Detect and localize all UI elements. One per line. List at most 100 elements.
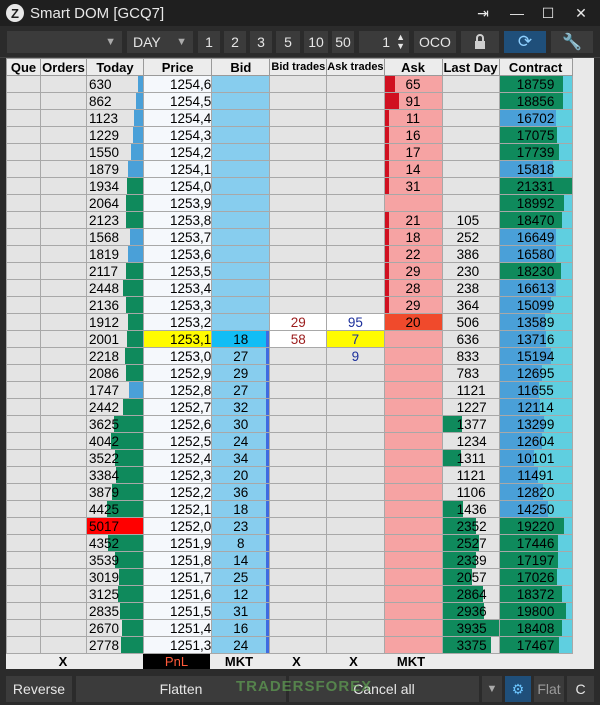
que-cell[interactable] — [6, 330, 41, 348]
bid-cell[interactable]: 18 — [211, 330, 271, 348]
que-cell[interactable] — [6, 177, 41, 195]
flat-button[interactable]: Flat — [534, 676, 564, 702]
price-cell[interactable]: 1252,2 — [142, 483, 213, 501]
ask-cell[interactable] — [383, 585, 443, 603]
que-cell[interactable] — [6, 466, 41, 484]
settings-gear-icon[interactable]: ⚙ — [505, 676, 531, 702]
orders-cell[interactable] — [40, 534, 87, 552]
price-cell[interactable]: 1251,8 — [142, 551, 213, 569]
bid-cell[interactable]: 34 — [211, 449, 271, 467]
orders-cell[interactable] — [40, 126, 87, 144]
col-header-bid-trades[interactable]: Bid trades — [269, 58, 328, 76]
ask-cell[interactable]: 91 — [383, 92, 443, 110]
bid-cell[interactable] — [211, 92, 271, 110]
price-cell[interactable]: 1253,7 — [142, 228, 213, 246]
ask-cell[interactable] — [383, 517, 443, 535]
bid-cell[interactable] — [211, 177, 271, 195]
chevron-down-icon[interactable]: ▼ — [482, 676, 502, 702]
ask-cell[interactable] — [383, 466, 443, 484]
que-cell[interactable] — [6, 568, 41, 586]
price-cell[interactable]: 1253,5 — [142, 262, 213, 280]
que-cell[interactable] — [6, 432, 41, 450]
price-cell[interactable]: 1252,1 — [142, 500, 213, 518]
orders-cell[interactable] — [40, 194, 87, 212]
price-cell[interactable]: 1251,4 — [142, 619, 213, 637]
price-cell[interactable]: 1254,2 — [142, 143, 213, 161]
orders-cell[interactable] — [40, 364, 87, 382]
orders-cell[interactable] — [40, 313, 87, 331]
bid-cell[interactable]: 27 — [211, 347, 271, 365]
col-header-ask[interactable]: Ask — [383, 58, 443, 76]
qty-preset-button[interactable]: 50 — [331, 30, 355, 54]
que-cell[interactable] — [6, 364, 41, 382]
que-cell[interactable] — [6, 143, 41, 161]
orders-cell[interactable] — [40, 500, 87, 518]
que-cell[interactable] — [6, 296, 41, 314]
close-icon[interactable]: ✕ — [575, 4, 587, 21]
price-cell[interactable]: 1252,0 — [142, 517, 213, 535]
bid-cell[interactable]: 29 — [211, 364, 271, 382]
bid-cell[interactable]: 24 — [211, 636, 271, 654]
ask-cell[interactable] — [383, 347, 443, 365]
orders-cell[interactable] — [40, 109, 87, 127]
bid-cell[interactable]: 23 — [211, 517, 271, 535]
col-header-ask-trades[interactable]: Ask trades — [326, 58, 385, 76]
cancel-asks-x-button[interactable]: X — [325, 654, 382, 669]
col-header-today[interactable]: Today — [86, 58, 144, 76]
ask-cell[interactable] — [383, 636, 443, 654]
orders-cell[interactable] — [40, 415, 87, 433]
que-cell[interactable] — [6, 636, 41, 654]
orders-cell[interactable] — [40, 177, 87, 195]
price-cell[interactable]: 1253,6 — [142, 245, 213, 263]
ask-cell[interactable]: 29 — [383, 296, 443, 314]
oco-button[interactable]: OCO — [413, 30, 457, 54]
bid-cell[interactable]: 30 — [211, 415, 271, 433]
bid-cell[interactable] — [211, 194, 271, 212]
bid-cell[interactable] — [211, 262, 271, 280]
orders-cell[interactable] — [40, 517, 87, 535]
price-cell[interactable]: 1252,8 — [142, 381, 213, 399]
bid-cell[interactable] — [211, 160, 271, 178]
ask-cell[interactable] — [383, 449, 443, 467]
price-cell[interactable]: 1251,9 — [142, 534, 213, 552]
cancel-bids-x-button[interactable]: X — [268, 654, 325, 669]
refresh-icon[interactable]: ⟳ — [503, 30, 547, 54]
minimize-icon[interactable]: — — [510, 5, 524, 21]
orders-cell[interactable] — [40, 262, 87, 280]
bid-cell[interactable]: 31 — [211, 602, 271, 620]
c-button[interactable]: C — [567, 676, 594, 702]
ask-cell[interactable]: 28 — [383, 279, 443, 297]
ask-cell[interactable]: 29 — [383, 262, 443, 280]
price-cell[interactable]: 1251,5 — [142, 602, 213, 620]
bid-cell[interactable] — [211, 313, 271, 331]
pin-icon[interactable]: ⇥ — [477, 4, 489, 21]
que-cell[interactable] — [6, 228, 41, 246]
ask-cell[interactable] — [383, 415, 443, 433]
ask-cell[interactable]: 17 — [383, 143, 443, 161]
price-cell[interactable]: 1252,9 — [142, 364, 213, 382]
que-cell[interactable] — [6, 398, 41, 416]
orders-cell[interactable] — [40, 483, 87, 501]
price-cell[interactable]: 1253,3 — [142, 296, 213, 314]
bid-cell[interactable]: 36 — [211, 483, 271, 501]
orders-cell[interactable] — [40, 398, 87, 416]
price-cell[interactable]: 1254,4 — [142, 109, 213, 127]
ask-cell[interactable] — [383, 551, 443, 569]
pnl-display[interactable]: PnL — [143, 654, 210, 669]
orders-cell[interactable] — [40, 211, 87, 229]
orders-cell[interactable] — [40, 636, 87, 654]
que-cell[interactable] — [6, 92, 41, 110]
settings-wrench-icon[interactable]: 🔧 — [550, 30, 594, 54]
price-cell[interactable]: 1253,1 — [142, 330, 213, 348]
que-cell[interactable] — [6, 75, 41, 93]
bid-cell[interactable]: 25 — [211, 568, 271, 586]
price-cell[interactable]: 1254,3 — [142, 126, 213, 144]
que-cell[interactable] — [6, 109, 41, 127]
quantity-stepper[interactable]: 1 ▲ ▼ — [358, 30, 410, 54]
bid-cell[interactable] — [211, 245, 271, 263]
que-cell[interactable] — [6, 500, 41, 518]
bid-cell[interactable] — [211, 75, 271, 93]
ask-cell[interactable] — [383, 194, 443, 212]
que-cell[interactable] — [6, 245, 41, 263]
que-cell[interactable] — [6, 381, 41, 399]
